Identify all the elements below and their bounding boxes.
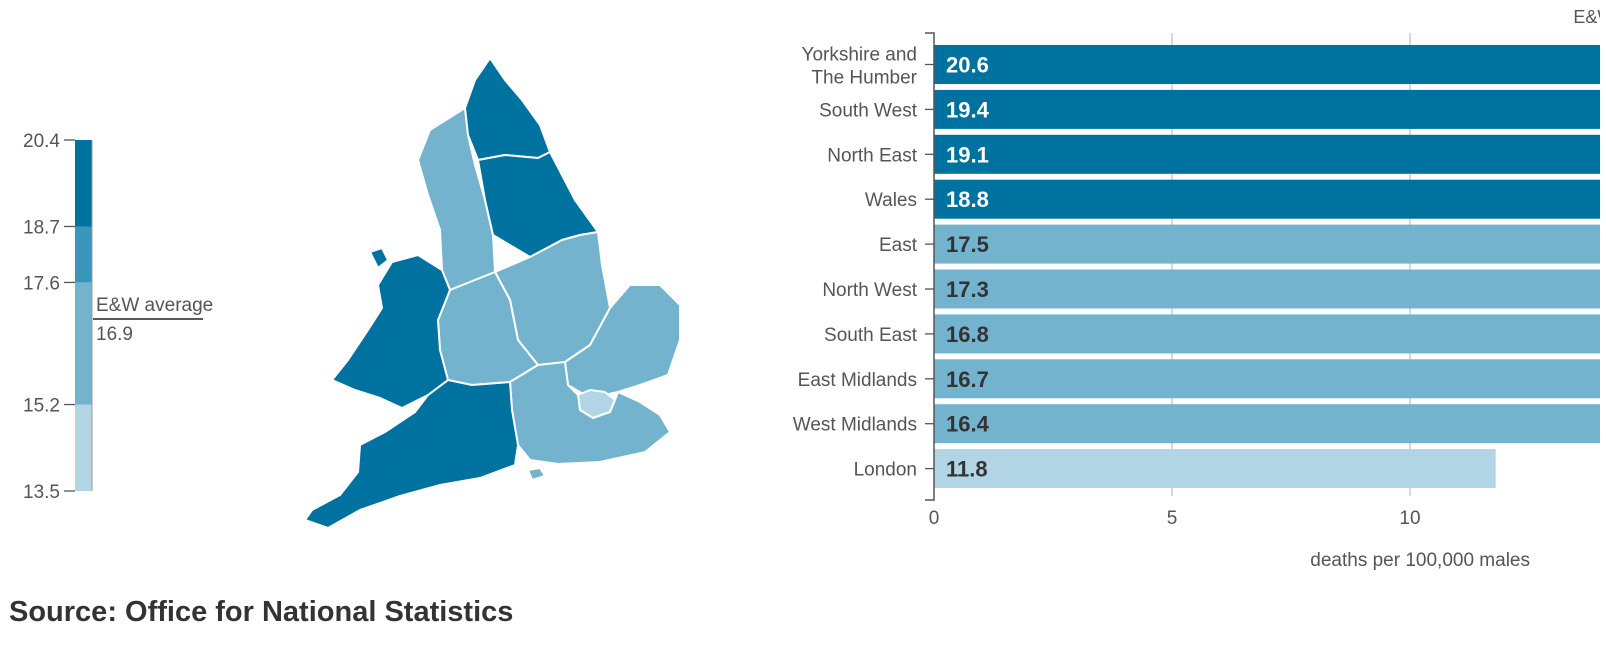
bar: [934, 404, 1600, 444]
map-region-south-west: [304, 379, 519, 529]
legend-band: [75, 226, 92, 283]
legend-tick: 18.7: [23, 217, 75, 238]
average-line-label: E&W average: 16.9: [1573, 7, 1600, 27]
bar-value-label: 17.5: [946, 232, 989, 257]
x-tick-label: 10: [1399, 508, 1420, 529]
legend-tick: 13.5: [23, 482, 75, 503]
bar: [934, 269, 1600, 309]
category-label: West Midlands: [793, 415, 917, 436]
map-region-wales: [331, 254, 451, 409]
bar-value-label: 17.3: [946, 277, 989, 302]
legend-tick-label: 15.2: [23, 396, 60, 417]
bar: [934, 45, 1600, 84]
bar-value-label: 20.6: [946, 53, 989, 78]
legend-average-value: 16.9: [96, 324, 133, 345]
legend-tick-label: 17.6: [23, 273, 60, 294]
bar-value-label: 19.4: [946, 97, 990, 122]
y-axis-line: [925, 32, 935, 501]
source-note: Source: Office for National Statistics: [9, 596, 514, 628]
legend-tick: 15.2: [23, 396, 75, 417]
bar-value-label: 16.8: [946, 322, 989, 347]
x-tick-label: 0: [929, 508, 940, 529]
legend-average-marker: E&W average 16.9: [93, 295, 213, 345]
color-legend: 13.5 15.2 17.6 18.7 20.4 E&W average 16.9: [23, 131, 213, 503]
legend-tick-label: 18.7: [23, 217, 60, 238]
bar: [934, 89, 1600, 129]
category-label: East: [879, 235, 918, 256]
bar-value-label: 16.4: [946, 412, 990, 437]
category-label: East Midlands: [798, 370, 917, 391]
legend-tick: 17.6: [23, 273, 75, 294]
legend-average-label: E&W average: [96, 295, 213, 316]
bar-value-label: 18.8: [946, 187, 989, 212]
category-label: London: [854, 460, 917, 481]
legend-band: [75, 140, 92, 227]
england-wales-map: [304, 57, 681, 529]
map-region-south-east: [509, 361, 671, 465]
bar: [934, 449, 1496, 489]
bar: [934, 359, 1600, 399]
category-label: North East: [827, 145, 917, 166]
bar: [934, 314, 1600, 354]
category-label: North West: [822, 280, 917, 301]
legend-tick-label: 20.4: [23, 131, 60, 152]
legend-tick-label: 13.5: [23, 482, 60, 503]
legend-tick: 20.4: [23, 131, 75, 152]
category-label: Wales: [865, 190, 917, 211]
map-region-north-east: [464, 57, 551, 161]
x-axis-label: deaths per 100,000 males: [1310, 550, 1530, 571]
category-label: The Humber: [811, 68, 917, 89]
bar: [934, 134, 1600, 174]
legend-band: [75, 282, 92, 405]
bar: [934, 179, 1600, 219]
category-label: South West: [819, 100, 918, 121]
bar: [934, 224, 1600, 264]
category-label: Yorkshire and: [802, 45, 917, 66]
bar-value-label: 16.7: [946, 367, 989, 392]
category-label: South East: [824, 325, 918, 346]
x-tick-label: 5: [1167, 508, 1178, 529]
bar-value-label: 11.8: [946, 457, 988, 482]
bar-value-label: 19.1: [946, 142, 989, 167]
map-region-south-east-isle-of-wight: [527, 467, 546, 481]
map-region-wales-anglesey: [369, 247, 389, 269]
legend-band: [75, 404, 92, 491]
